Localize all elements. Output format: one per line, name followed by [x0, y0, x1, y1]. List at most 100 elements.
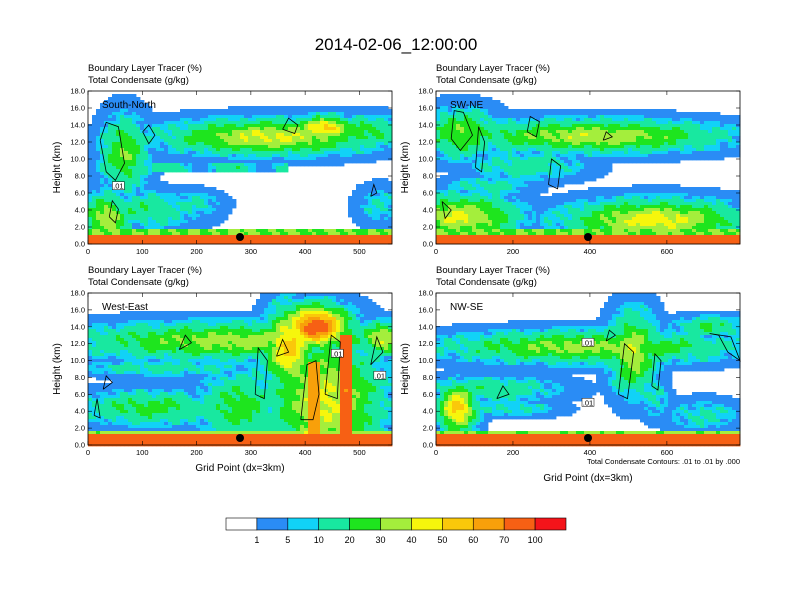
heatmap-cell — [512, 139, 517, 143]
heatmap-cell — [568, 214, 573, 218]
heatmap-cell — [148, 229, 153, 233]
heatmap-cell — [376, 202, 381, 206]
heatmap-cell — [456, 169, 461, 173]
heatmap-cell — [356, 106, 361, 110]
heatmap-cell — [132, 202, 137, 206]
heatmap-cell — [520, 124, 525, 128]
heatmap-cell — [524, 214, 529, 218]
heatmap-cell — [620, 187, 625, 191]
heatmap-cell — [132, 145, 137, 149]
heatmap-cell — [352, 139, 357, 143]
heatmap-cell — [468, 166, 473, 170]
heatmap-cell — [224, 118, 229, 122]
heatmap-cell — [464, 184, 469, 188]
heatmap-cell — [320, 133, 325, 137]
heatmap-cell — [280, 139, 285, 143]
heatmap-cell — [248, 112, 253, 116]
heatmap-cell — [440, 208, 445, 212]
heatmap-cell — [552, 220, 557, 224]
heatmap-cell — [540, 181, 545, 185]
heatmap-cell — [356, 127, 361, 131]
heatmap-cell — [480, 214, 485, 218]
heatmap-cell — [212, 148, 217, 152]
heatmap-cell — [444, 187, 449, 191]
heatmap-cell — [228, 145, 233, 149]
heatmap-cell — [460, 190, 465, 194]
heatmap-cell — [332, 232, 337, 236]
heatmap-cell — [220, 163, 225, 167]
heatmap-cell — [340, 139, 345, 143]
heatmap-cell — [260, 148, 265, 152]
heatmap-cell — [136, 154, 141, 158]
heatmap-cell — [616, 202, 621, 206]
heatmap-cell — [444, 220, 449, 224]
heatmap-cell — [520, 208, 525, 212]
heatmap-cell — [544, 226, 549, 230]
heatmap-cell — [272, 127, 277, 131]
heatmap-cell — [120, 160, 125, 164]
heatmap-cell — [484, 193, 489, 197]
heatmap-cell — [468, 229, 473, 233]
heatmap-cell — [376, 199, 381, 203]
heatmap-cell — [276, 106, 281, 110]
heatmap-cell — [524, 154, 529, 158]
heatmap-cell — [496, 127, 501, 131]
heatmap-cell — [120, 142, 125, 146]
heatmap-cell — [608, 202, 613, 206]
heatmap-cell — [472, 94, 477, 98]
heatmap-cell — [136, 238, 141, 242]
heatmap-cell — [300, 148, 305, 152]
heatmap-cell — [252, 157, 257, 161]
heatmap-cell — [492, 103, 497, 107]
heatmap-cell — [468, 178, 473, 182]
heatmap-cell — [188, 160, 193, 164]
heatmap-cell — [516, 205, 521, 209]
heatmap-cell — [448, 130, 453, 134]
heatmap-cell — [600, 226, 605, 230]
heatmap-cell — [488, 115, 493, 119]
heatmap-cell — [568, 130, 573, 134]
heatmap-cell — [216, 121, 221, 125]
heatmap-cell — [464, 190, 469, 194]
heatmap-cell — [592, 232, 597, 236]
heatmap-cell — [544, 163, 549, 167]
heatmap-cell — [384, 202, 389, 206]
heatmap-cell — [560, 163, 565, 167]
heatmap-cell — [144, 106, 149, 110]
heatmap-cell — [128, 100, 133, 104]
heatmap-cell — [576, 136, 581, 140]
heatmap-cell — [112, 124, 117, 128]
heatmap-cell — [336, 151, 341, 155]
heatmap-cell — [216, 115, 221, 119]
heatmap-cell — [364, 130, 369, 134]
heatmap-cell — [128, 112, 133, 116]
heatmap-cell — [528, 199, 533, 203]
heatmap-cell — [456, 166, 461, 170]
heatmap-cell — [204, 223, 209, 227]
heatmap-cell — [452, 121, 457, 125]
heatmap-cell — [164, 181, 169, 185]
heatmap-cell — [228, 154, 233, 158]
heatmap-cell — [628, 226, 633, 230]
heatmap-cell — [344, 115, 349, 119]
heatmap-cell — [300, 160, 305, 164]
heatmap-cell — [268, 232, 273, 236]
heatmap-cell — [160, 172, 165, 176]
heatmap-cell — [196, 193, 201, 197]
heatmap-cell — [436, 238, 441, 242]
heatmap-cell — [628, 208, 633, 212]
heatmap-cell — [456, 97, 461, 101]
heatmap-cell — [548, 217, 553, 221]
heatmap-cell — [208, 202, 213, 206]
heatmap-cell — [500, 133, 505, 137]
heatmap-cell — [468, 157, 473, 161]
heatmap-cell — [112, 151, 117, 155]
heatmap-cell — [264, 124, 269, 128]
heatmap-cell — [512, 169, 517, 173]
heatmap-cell — [460, 124, 465, 128]
heatmap-cell — [612, 130, 617, 134]
heatmap-cell — [572, 205, 577, 209]
heatmap-cell — [552, 211, 557, 215]
heatmap-cell — [108, 220, 113, 224]
heatmap-cell — [284, 142, 289, 146]
